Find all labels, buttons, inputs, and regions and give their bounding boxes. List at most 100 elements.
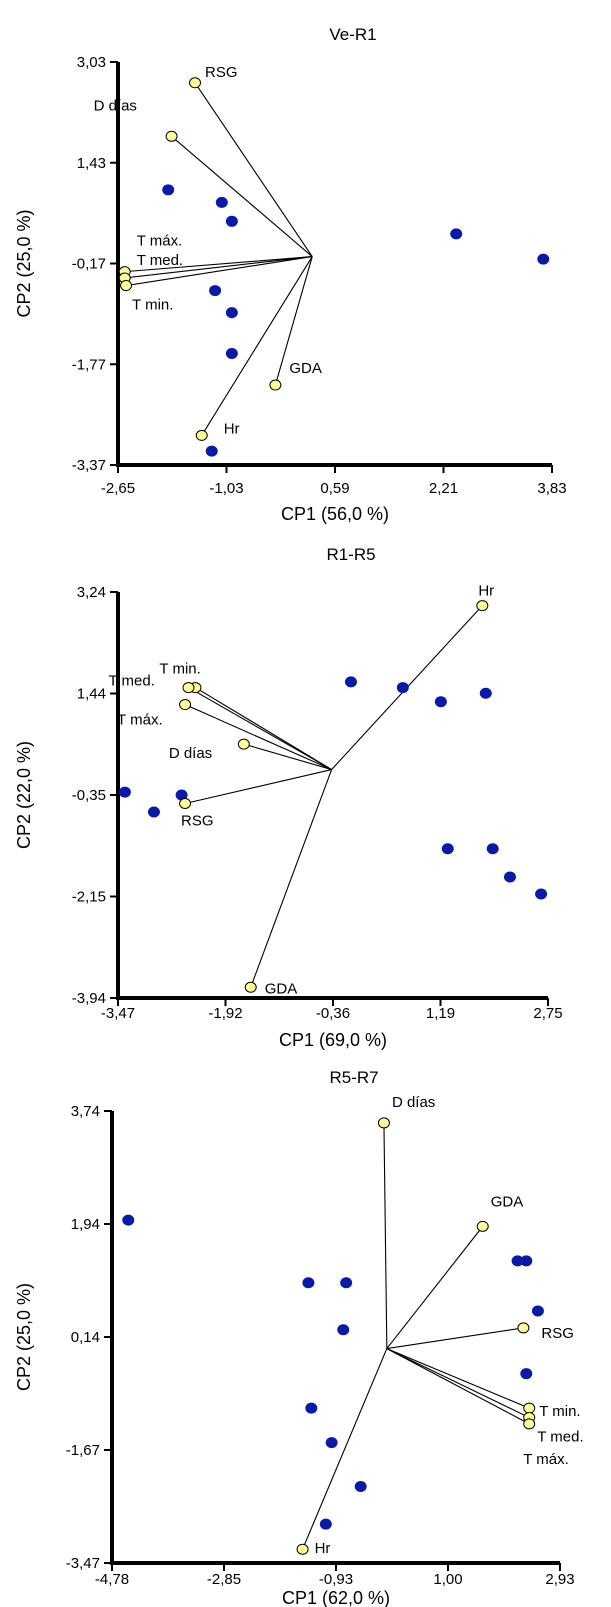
variable-label: D días <box>392 1094 435 1111</box>
variable-vector <box>386 1327 524 1350</box>
biplot-panel-2: R1-R5 -3,47 -1,92 -0,36 1,19 2,75 3,24 1,44 -0,3… <box>14 545 563 1050</box>
observation-point <box>162 184 175 196</box>
variable-label: RSG <box>205 64 238 81</box>
variable-marker <box>296 1543 309 1555</box>
y-tick-label: 3,24 <box>77 584 106 601</box>
variable-vector <box>383 1122 388 1349</box>
y-tick-label: -0,17 <box>72 256 106 273</box>
observation-point <box>175 789 188 801</box>
variable-marker <box>523 1402 536 1414</box>
observation-point <box>225 307 238 319</box>
variable-vector <box>386 1348 530 1409</box>
x-tick-label: -2,65 <box>101 480 135 497</box>
variable-vector <box>201 256 313 436</box>
variable-label: T min. <box>132 297 173 314</box>
variable-vector <box>171 135 313 257</box>
observation-point <box>354 1481 367 1493</box>
variable-marker <box>179 797 192 809</box>
y-tick-label: -1,67 <box>66 1442 100 1459</box>
x-tick-label: 1,19 <box>426 1005 455 1022</box>
variable-label: D días <box>169 745 212 762</box>
variable-marker <box>182 682 195 694</box>
variable-label: T med. <box>537 1429 583 1446</box>
variable-marker <box>189 77 202 89</box>
variable-label: T máx. <box>523 1451 569 1468</box>
observation-point <box>305 1402 318 1414</box>
y-tick-label: -1,77 <box>72 356 106 373</box>
variable-vector <box>125 256 313 287</box>
variable-label: T med. <box>109 673 155 690</box>
variable-label: GDA <box>265 980 298 997</box>
x-tick-label: 0,59 <box>320 480 349 497</box>
x-tick-label: 2,93 <box>545 1571 574 1588</box>
y-tick-label: -2,15 <box>72 889 106 906</box>
variable-label: GDA <box>289 360 322 377</box>
y-tick-label: 3,03 <box>77 54 106 71</box>
variable-marker <box>377 1117 390 1129</box>
y-tick-label: -0,35 <box>72 787 106 804</box>
variable-vector <box>274 256 313 386</box>
variable-marker <box>476 1220 489 1232</box>
observation-point <box>147 806 160 818</box>
observation-point <box>302 1277 315 1289</box>
observation-point <box>396 682 409 694</box>
observation-point <box>531 1305 544 1317</box>
observation-point <box>337 1324 350 1336</box>
variable-label: Hr <box>315 1540 331 1557</box>
x-tick-label: -4,78 <box>95 1571 129 1588</box>
x-tick-label: -0,93 <box>319 1571 353 1588</box>
x-axis-label: CP1 (56,0 %) <box>281 504 389 524</box>
variable-vector <box>188 687 332 771</box>
x-tick-label: 3,83 <box>537 480 566 497</box>
y-tick-label: 1,94 <box>71 1216 100 1233</box>
y-axis-label: CP2 (25,0 %) <box>14 209 34 317</box>
biplot-panel-1: Ve-R1 -2,65 -1,03 0,59 2,21 3,83 3,03 1,43 -0,17… <box>14 25 567 524</box>
observation-point <box>205 445 218 457</box>
y-tick-label: -3,37 <box>72 457 106 474</box>
variable-label: T min. <box>539 1403 580 1420</box>
observation-point <box>535 888 548 900</box>
variable-vector <box>250 769 333 988</box>
variable-marker <box>523 1418 536 1430</box>
observation-point <box>511 1255 524 1267</box>
variable-vector <box>386 1226 484 1349</box>
variable-label: T máx. <box>117 712 163 729</box>
variable-label: T máx. <box>137 233 183 250</box>
variable-label: Hr <box>478 583 494 600</box>
variable-vector <box>124 256 313 273</box>
y-tick-label: -3,94 <box>72 990 106 1007</box>
x-tick-label: -2,85 <box>207 1571 241 1588</box>
observation-point <box>441 843 454 855</box>
observation-point <box>340 1277 353 1289</box>
variable-vector <box>194 82 313 257</box>
variable-vector <box>184 704 332 771</box>
variable-label: D días <box>94 97 137 114</box>
x-tick-label: 2,75 <box>533 1005 562 1022</box>
x-axis-label: CP1 (69,0 %) <box>279 1030 387 1050</box>
x-tick-label: -1,92 <box>208 1005 242 1022</box>
variable-marker <box>244 981 257 993</box>
observation-point <box>122 1214 135 1226</box>
y-tick-label: 1,44 <box>77 686 106 703</box>
y-axis-label: CP2 (25,0 %) <box>14 1283 34 1391</box>
variable-vector <box>302 1348 388 1550</box>
variable-marker <box>179 699 192 711</box>
observation-point <box>344 676 357 688</box>
observation-point <box>520 1368 533 1380</box>
chart-title: R1-R5 <box>326 545 375 564</box>
variable-marker <box>237 738 250 750</box>
y-axis-label: CP2 (22,0 %) <box>14 741 34 849</box>
observation-point <box>325 1437 338 1449</box>
observation-point <box>225 348 238 360</box>
variable-vector <box>195 687 332 771</box>
observation-point <box>225 215 238 227</box>
x-tick-label: 1,00 <box>433 1571 462 1588</box>
variable-marker <box>269 379 282 391</box>
x-tick-label: 2,21 <box>429 480 458 497</box>
observation-point <box>319 1518 332 1530</box>
variable-vector <box>124 256 313 279</box>
biplot-panel-3: R5-R7 -4,78 -2,85 -0,93 1,00 2,93 3,74 1,94 0,14… <box>14 1068 584 1607</box>
variable-label: T med. <box>137 252 183 269</box>
x-tick-label: -1,03 <box>209 480 243 497</box>
